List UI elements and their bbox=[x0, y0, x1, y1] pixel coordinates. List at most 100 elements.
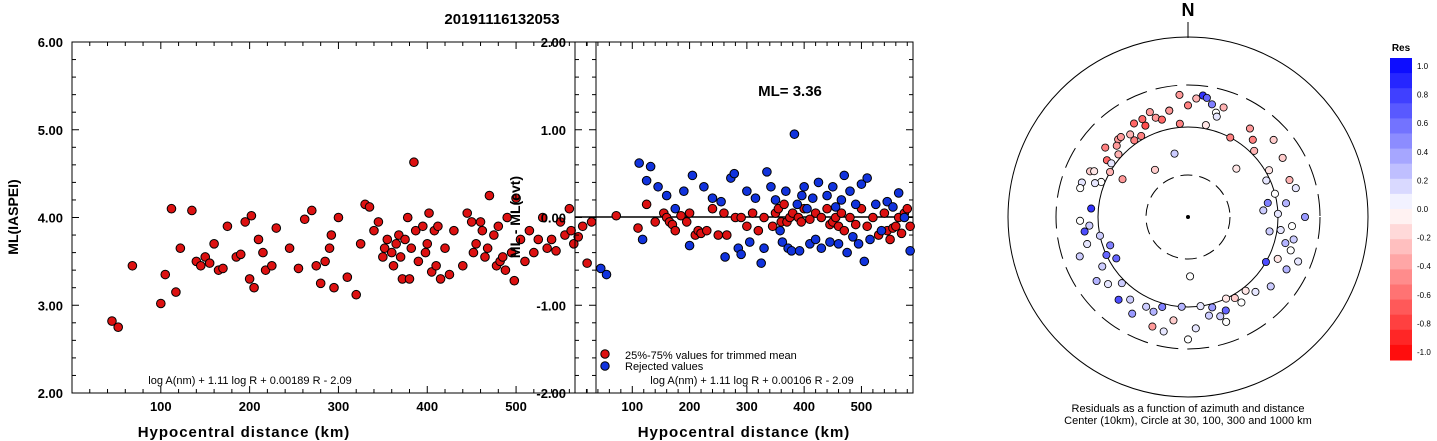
data-point bbox=[802, 203, 812, 214]
ytick-label: 2.00 bbox=[38, 386, 63, 401]
residual-point bbox=[1101, 143, 1110, 152]
residual-point bbox=[1294, 257, 1303, 266]
residual-point bbox=[1106, 241, 1115, 250]
colorbar-cell bbox=[1390, 148, 1412, 165]
data-point bbox=[633, 223, 643, 233]
data-point bbox=[537, 212, 548, 223]
data-point bbox=[750, 193, 761, 203]
data-point bbox=[799, 181, 809, 192]
residual-point bbox=[1270, 189, 1279, 198]
data-point bbox=[839, 170, 850, 181]
residual-point bbox=[1222, 317, 1231, 326]
residual-point bbox=[1191, 324, 1200, 333]
data-point bbox=[676, 210, 686, 221]
residual-point bbox=[1250, 146, 1259, 155]
legend-label-rejected: Rejected values bbox=[625, 361, 704, 373]
data-point bbox=[885, 234, 895, 245]
data-point bbox=[568, 239, 579, 249]
data-point bbox=[395, 252, 406, 262]
residual-point bbox=[1104, 280, 1113, 289]
data-point bbox=[722, 230, 732, 240]
data-point bbox=[775, 225, 785, 236]
residual-point bbox=[1204, 311, 1213, 320]
data-point bbox=[244, 274, 255, 284]
ytick-label: 5.00 bbox=[38, 123, 63, 138]
data-point bbox=[770, 195, 781, 205]
data-point bbox=[209, 239, 219, 249]
residual-point bbox=[1230, 294, 1239, 303]
xtick-label: 200 bbox=[239, 399, 261, 414]
residual-point bbox=[1107, 159, 1116, 168]
residual-point bbox=[1289, 235, 1298, 244]
residual-point bbox=[1232, 164, 1241, 173]
data-point bbox=[796, 217, 807, 227]
data-point bbox=[444, 269, 455, 280]
residual-point bbox=[1165, 106, 1174, 115]
data-point bbox=[204, 258, 215, 268]
data-point bbox=[830, 202, 841, 212]
residual-point bbox=[1106, 167, 1115, 176]
residual-point bbox=[1148, 322, 1157, 331]
residual-point bbox=[1102, 251, 1111, 260]
residual-point bbox=[1114, 295, 1123, 304]
colorbar-tick-label: -1.0 bbox=[1417, 348, 1431, 357]
data-point bbox=[555, 217, 566, 227]
residual-point bbox=[1090, 167, 1099, 176]
panel-azimuth-residuals: N Residuals as a function of azimuth and… bbox=[1007, 0, 1369, 427]
colorbar-cell bbox=[1390, 88, 1412, 104]
data-point bbox=[333, 212, 344, 223]
data-point bbox=[779, 199, 789, 210]
colorbar-tick-label: 0.6 bbox=[1417, 119, 1429, 128]
data-point bbox=[267, 260, 277, 271]
residual-point bbox=[1137, 131, 1146, 140]
legend-label-trimmed: 25%-75% values for trimmed mean bbox=[625, 350, 797, 362]
colorbar-cell bbox=[1390, 73, 1412, 89]
residual-point bbox=[1128, 309, 1137, 318]
residual-point bbox=[1184, 335, 1193, 344]
data-point bbox=[382, 234, 393, 245]
data-point bbox=[899, 212, 910, 223]
colorbar-cell bbox=[1390, 269, 1412, 285]
data-point bbox=[489, 230, 499, 240]
data-point bbox=[551, 246, 561, 256]
data-point bbox=[736, 212, 746, 223]
panel-1-axes: 2.00 3.00 4.00 5.00 6.00 100 200 300 400 500 bbox=[38, 35, 596, 414]
residual-point bbox=[1226, 133, 1235, 142]
residual-point bbox=[1245, 124, 1254, 133]
data-point bbox=[853, 239, 864, 249]
panel-ml-iaspei: 2.00 3.00 4.00 5.00 6.00 100 200 300 400 500 ML(I… bbox=[5, 35, 597, 441]
data-point bbox=[833, 239, 844, 249]
data-point bbox=[836, 208, 847, 218]
data-point bbox=[400, 234, 410, 245]
data-point bbox=[679, 186, 689, 196]
data-point bbox=[888, 202, 898, 212]
data-point bbox=[850, 199, 861, 210]
residual-point bbox=[1285, 176, 1294, 185]
residual-point bbox=[1201, 121, 1210, 130]
residual-point bbox=[1090, 179, 1099, 188]
residual-point bbox=[1186, 272, 1195, 281]
residual-point bbox=[1291, 184, 1300, 193]
ytick-label: 0.00 bbox=[541, 211, 566, 226]
colorbar-cell bbox=[1390, 193, 1412, 210]
colorbar-cell bbox=[1390, 163, 1412, 180]
data-point bbox=[641, 175, 652, 186]
data-point bbox=[807, 193, 818, 203]
residual-point bbox=[1112, 141, 1121, 150]
data-point bbox=[586, 217, 597, 227]
data-point bbox=[701, 225, 712, 236]
panel-1-xlabel: Hypocentral distance (km) bbox=[138, 424, 351, 441]
data-point bbox=[107, 316, 117, 326]
ml-annotation: ML= 3.36 bbox=[758, 83, 822, 100]
data-point bbox=[681, 217, 692, 227]
circle-1000km bbox=[1007, 36, 1369, 398]
residual-point bbox=[1261, 257, 1270, 266]
data-point bbox=[601, 269, 612, 280]
data-point bbox=[449, 225, 459, 236]
data-point bbox=[482, 243, 493, 254]
residual-point bbox=[1092, 277, 1101, 286]
ytick-label: 2.00 bbox=[541, 35, 566, 50]
colorbar-tick-label: -0.4 bbox=[1417, 262, 1431, 271]
colorbar-cell bbox=[1390, 314, 1412, 331]
data-point bbox=[707, 203, 718, 214]
